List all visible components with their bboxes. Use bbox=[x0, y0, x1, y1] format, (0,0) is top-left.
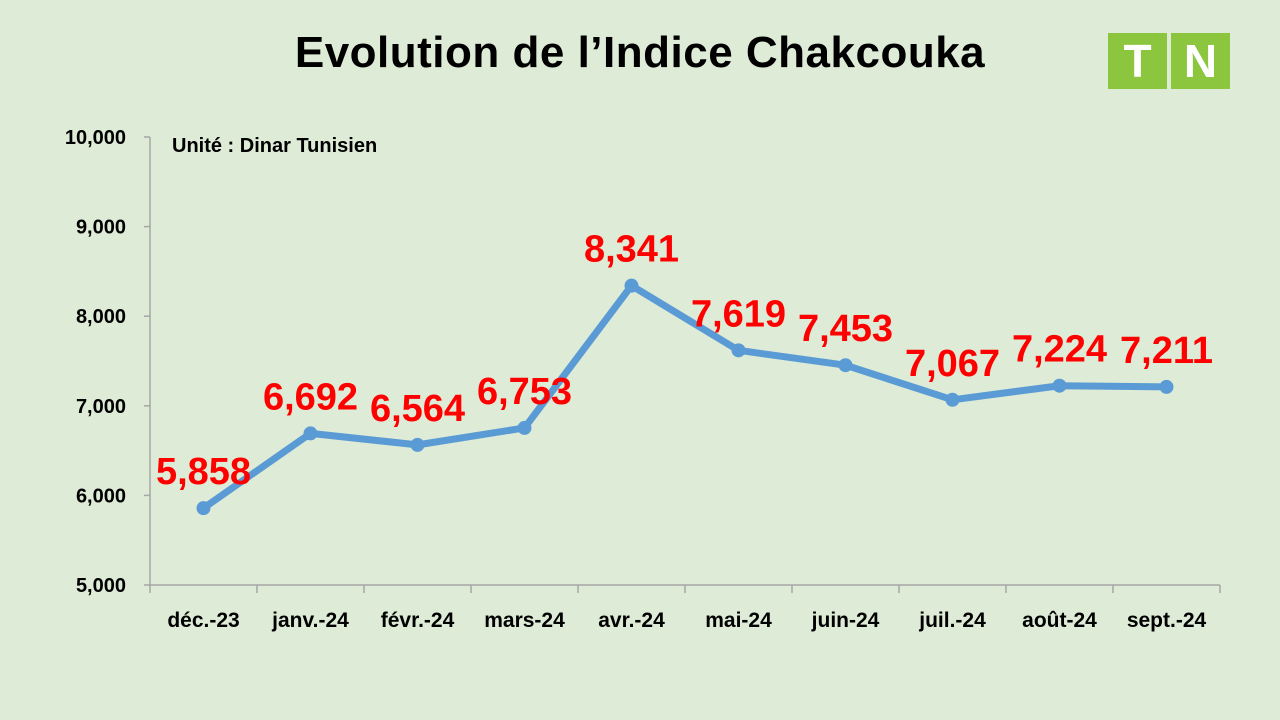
x-tick-label: déc.-23 bbox=[167, 609, 239, 632]
y-tick-label: 7,000 bbox=[76, 396, 126, 418]
data-point bbox=[196, 501, 211, 516]
data-label: 5,858 bbox=[156, 451, 251, 493]
x-tick-label: févr.-24 bbox=[381, 609, 455, 632]
logo-letter-t: T bbox=[1108, 33, 1167, 89]
data-point bbox=[945, 392, 960, 407]
data-label: 6,753 bbox=[477, 371, 572, 413]
x-tick-label: juil.-24 bbox=[918, 609, 986, 632]
y-tick-label: 8,000 bbox=[76, 306, 126, 328]
y-tick-label: 9,000 bbox=[76, 217, 126, 239]
series-line bbox=[200, 282, 1170, 512]
data-point bbox=[731, 343, 746, 358]
data-label: 7,619 bbox=[691, 293, 786, 335]
x-tick-label: août-24 bbox=[1022, 609, 1097, 632]
data-label: 6,564 bbox=[370, 388, 465, 430]
axes bbox=[149, 137, 1221, 593]
y-axis-ticks: 5,000 6,000 7,000 8,000 9,000 10,000 bbox=[65, 127, 150, 597]
x-tick-label: sept.-24 bbox=[1127, 609, 1207, 632]
data-point bbox=[410, 437, 425, 452]
y-tick-label: 10,000 bbox=[65, 127, 126, 149]
x-tick-label: avr.-24 bbox=[598, 609, 665, 632]
data-label: 7,067 bbox=[905, 343, 1000, 385]
x-tick-label: mai-24 bbox=[705, 609, 772, 632]
x-tick-label: mars-24 bbox=[484, 609, 565, 632]
data-label: 7,211 bbox=[1120, 330, 1213, 372]
x-tick-label: juin-24 bbox=[811, 609, 880, 632]
data-label: 7,453 bbox=[798, 308, 893, 350]
x-axis-categories: déc.-23 janv.-24 févr.-24 mars-24 avr.-24 mai… bbox=[167, 609, 1206, 632]
data-label: 8,341 bbox=[584, 229, 679, 271]
unit-note: Unité : Dinar Tunisien bbox=[172, 135, 377, 157]
y-tick-label: 6,000 bbox=[76, 485, 126, 507]
series-points bbox=[196, 278, 1174, 516]
data-point bbox=[624, 278, 639, 293]
data-label: 7,224 bbox=[1012, 329, 1107, 371]
data-point bbox=[1052, 378, 1067, 393]
tn-logo: T N bbox=[1108, 33, 1230, 89]
y-tick-label: 5,000 bbox=[76, 575, 126, 597]
data-label: 6,692 bbox=[263, 376, 358, 418]
data-point bbox=[303, 426, 318, 441]
series-line-path bbox=[200, 282, 1170, 512]
chart-title: Evolution de l’Indice Chakcouka bbox=[294, 28, 986, 77]
data-point bbox=[1159, 379, 1174, 394]
x-tick-label: janv.-24 bbox=[271, 609, 349, 632]
data-point bbox=[838, 358, 853, 373]
data-labels: 5,858 6,692 6,564 6,753 8,341 7,619 7,453 7,067… bbox=[156, 229, 1213, 493]
logo-letter-n: N bbox=[1171, 33, 1230, 89]
data-point bbox=[517, 420, 532, 435]
